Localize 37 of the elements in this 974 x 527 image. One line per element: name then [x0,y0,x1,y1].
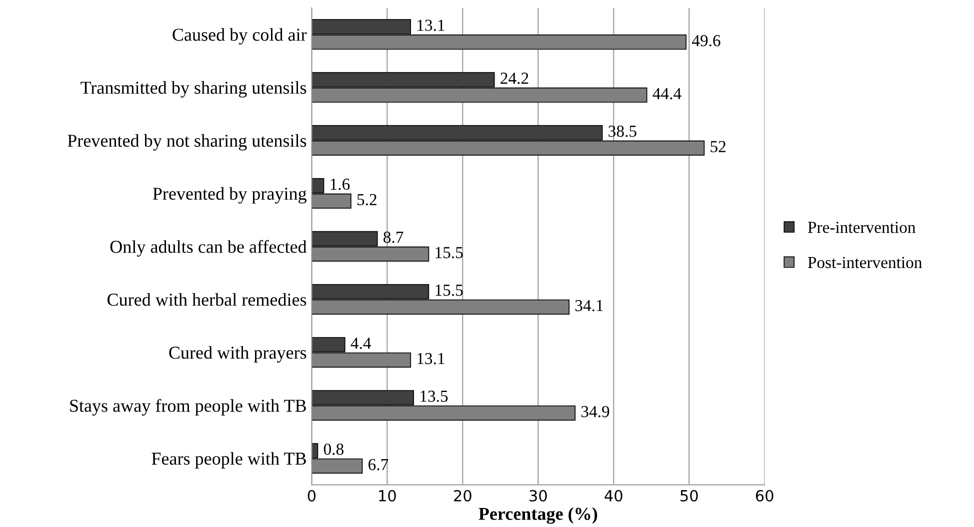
data-label: 15.5 [436,284,463,296]
data-label: 0.8 [324,444,344,455]
y-tick-label: Only adults can be affected [110,240,307,257]
y-tick-label: Cured with herbal remedies [108,293,306,306]
data-label: 1.6 [330,178,350,190]
x-tick-label: 30 [530,490,547,502]
x-tick-label: 0 [308,490,316,502]
y-tick-label: Stays away from people with TB [70,398,306,416]
data-label: 5.2 [357,194,376,206]
x-tick-label: 40 [604,490,622,502]
x-tick-label: 50 [680,490,698,502]
x-tick-label: 60 [756,490,774,502]
data-label: 34.1 [575,300,603,312]
data-label: 44.4 [652,88,682,100]
data-label: 24.2 [500,72,528,84]
data-label: 8.7 [384,232,404,243]
data-label: 34.9 [581,406,610,418]
data-label: 49.6 [692,35,720,46]
data-label: 15.5 [436,247,463,258]
y-tick-label: Cured with prayers [169,346,306,363]
data-label: 38.5 [608,126,636,137]
legend-label: Pre-intervention [808,222,916,233]
legend-label: Post-intervention [808,256,922,268]
x-tick-label: 20 [454,490,472,502]
x-tick-label: 10 [379,490,396,502]
x-axis-title: Percentage (%) [478,507,598,524]
data-label: 52 [710,141,726,152]
y-tick-label: Prevented by not sharing utensils [68,134,306,151]
y-tick-label: Fears people with TB [152,452,306,468]
data-label: 13.1 [418,20,444,31]
y-tick-label: Transmitted by sharing utensils [80,81,306,98]
y-tick-label: Caused by cold air [172,28,307,45]
data-label: 13.5 [420,390,448,402]
data-label: 4.4 [350,338,372,349]
data-label: 13.1 [418,353,444,364]
data-label: 6.7 [368,459,388,470]
y-tick-label: Prevented by praying [152,187,306,204]
